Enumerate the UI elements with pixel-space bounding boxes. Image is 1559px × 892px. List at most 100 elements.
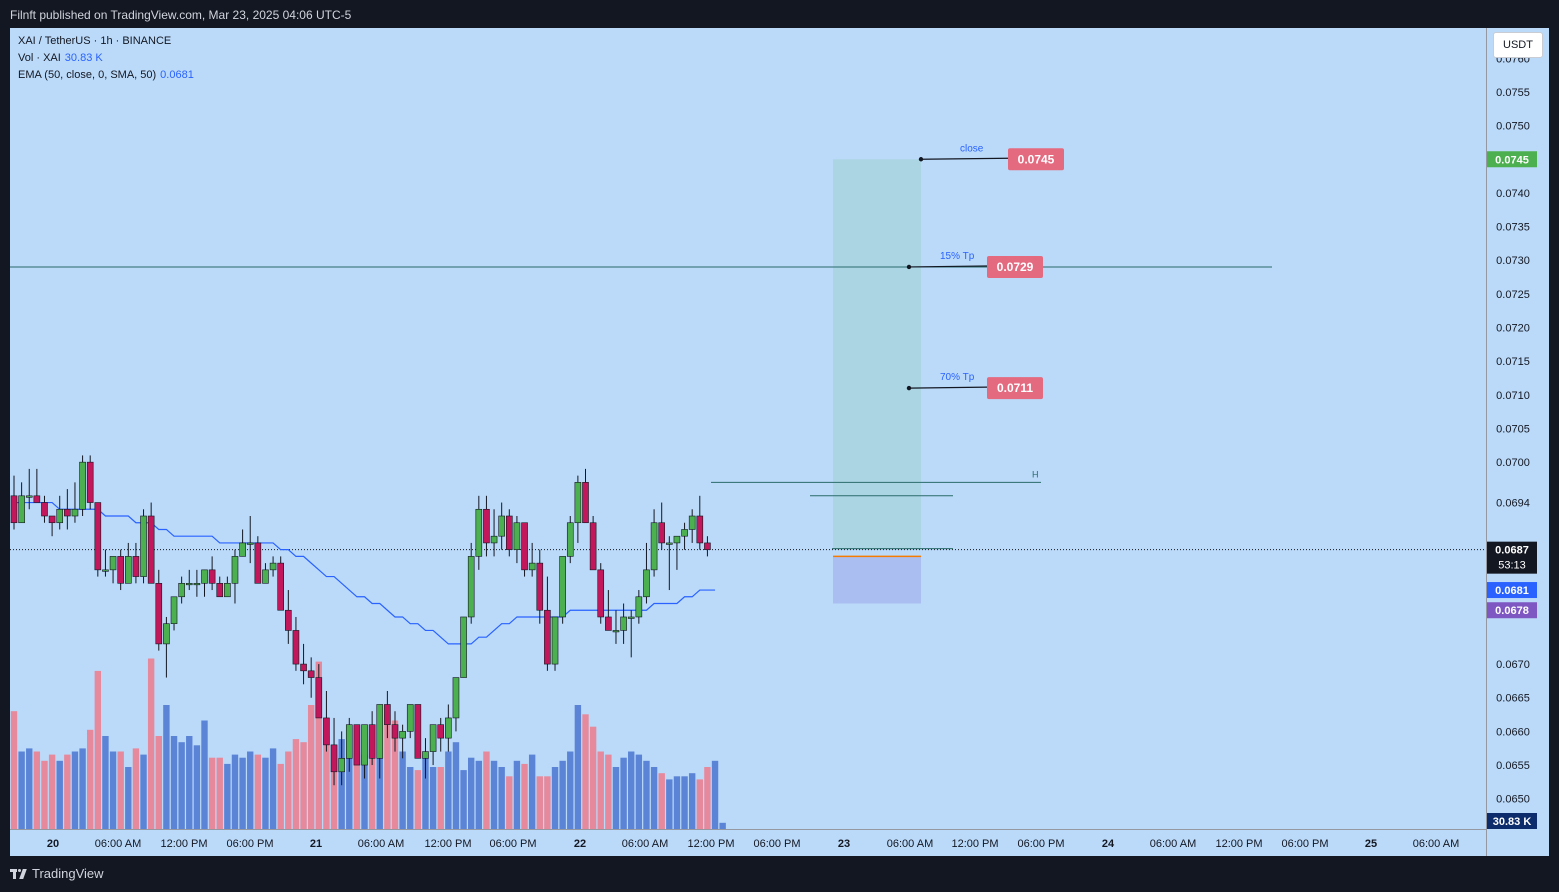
volume-bar [132,748,140,829]
last-price-value: 0.0687 [1495,545,1529,557]
volume-bar [262,757,269,829]
volume-bar [102,736,109,829]
volume-bar [353,751,361,829]
ema-value: 0.0681 [160,69,194,81]
volume-bar [315,661,322,829]
candle [254,536,262,584]
volume-bar [673,776,681,829]
candle [445,704,452,752]
candle-body [246,542,254,545]
candle-body [490,535,498,544]
level-badge [1008,148,1064,171]
candle-body [25,495,33,498]
volume-bar [48,754,56,829]
tradingview-logo[interactable]: TradingView [10,866,104,881]
candle-body [71,508,79,517]
candle-body [18,495,25,524]
volume-bar [468,757,475,829]
x-tick-label: 12:00 PM [424,838,471,850]
last-price-badge [1487,541,1537,574]
volume-legend[interactable]: Vol · XAI 30.83 K [18,52,103,64]
candle [239,529,246,557]
candle-body [86,461,94,503]
volume-bar [277,763,284,829]
candle [246,516,254,564]
volume-bar [170,736,178,829]
x-tick-label: 06:00 PM [489,838,536,850]
currency-button[interactable]: USDT [1493,32,1543,58]
x-tick-label: 24 [1102,838,1115,850]
volume-bar [125,767,132,829]
volume-badge [1487,813,1537,829]
candle-body [41,502,48,517]
volume-bar [247,751,254,829]
x-tick-label: 06:00 AM [358,838,404,850]
symbol-legend[interactable]: XAI / TetherUS · 1h · BINANCE [18,35,171,47]
x-tick-label: 20 [47,838,59,850]
candle-body [635,596,643,618]
candle-body [528,562,536,571]
candle [635,590,643,624]
volume-bar [178,742,185,829]
price-badge-value: 0.0678 [1495,605,1529,617]
candle [216,576,224,598]
y-tick-label: 0.0755 [1496,87,1530,99]
candle-body [429,724,437,752]
candle-body [307,670,315,678]
x-tick-label: 12:00 PM [160,838,207,850]
candle [391,711,399,752]
volume-bar [163,705,170,829]
volume-bar [10,711,18,829]
candle [125,542,132,584]
price-badge [1487,151,1537,168]
candle [536,549,544,624]
candle [353,724,361,766]
volume-bar [544,776,551,829]
candle [56,495,64,530]
volume-bar [688,773,696,829]
volume-bar [414,770,422,829]
y-tick-label: 0.0730 [1496,255,1530,267]
candle-body [102,569,109,572]
candle [307,657,315,698]
volume-bar [193,745,201,829]
candle [376,704,384,779]
candle-body [140,515,147,577]
candle [201,569,208,597]
candle-body [666,542,673,545]
candle [170,596,178,631]
candle-body [193,583,201,586]
candle [147,502,155,584]
price-axis-divider [1486,28,1487,856]
candle-body [277,562,285,611]
y-tick-label: 0.0710 [1496,390,1530,402]
candle [224,576,231,598]
candle-body [566,522,574,557]
level-badge-value: 0.0711 [997,381,1033,395]
volume-bar [620,757,627,829]
volume-bar [391,720,399,829]
candle [285,590,292,644]
candle [688,509,696,543]
volume-bar [475,760,483,829]
x-tick-label: 21 [310,838,322,850]
candle [505,509,513,557]
volume-bar [551,767,559,829]
volume-bar [41,760,48,829]
candle [460,616,467,678]
candle-body [582,482,589,524]
candle [163,616,170,678]
volume-bar [605,754,612,829]
countdown-value: 53:13 [1498,560,1526,572]
volume-bar [18,751,25,829]
x-tick-label: 06:00 AM [1150,838,1196,850]
candle-body [460,616,467,678]
ema-legend[interactable]: EMA (50, close, 0, SMA, 50) 0.0681 [18,69,194,81]
candle-body [437,724,445,739]
volume-bar [696,779,703,829]
volume-bar [711,760,719,829]
candle-body [589,522,597,571]
candle-body [292,630,300,665]
